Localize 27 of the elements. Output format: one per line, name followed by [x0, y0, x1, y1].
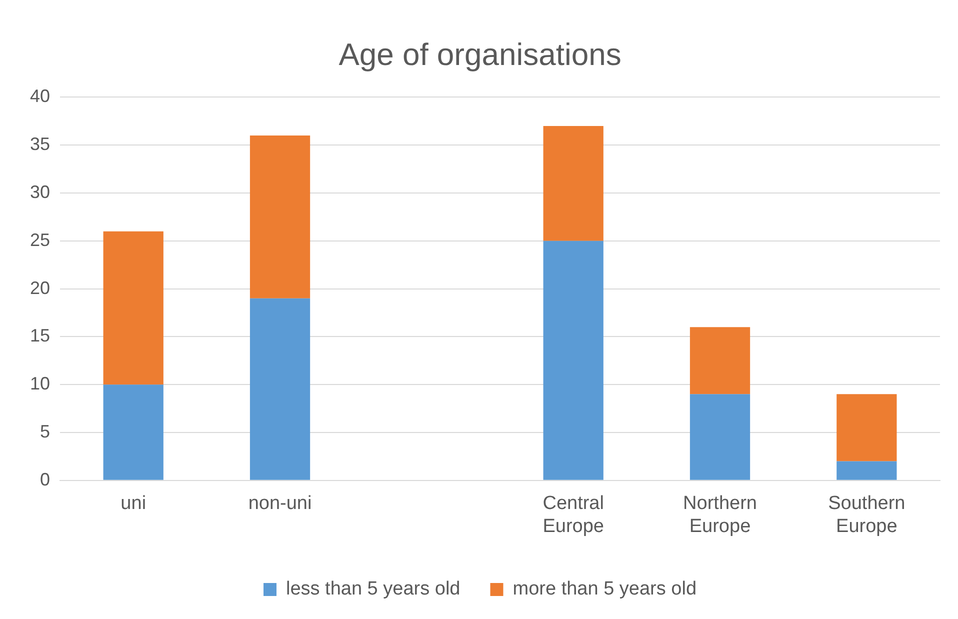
- bar: [250, 298, 310, 480]
- legend-label: more than 5 years old: [512, 578, 697, 600]
- x-tick-label: Northern Europe: [683, 493, 757, 537]
- bar: [836, 394, 897, 462]
- bar: [103, 384, 164, 480]
- bar: [836, 461, 897, 480]
- y-tick-label: 25: [30, 230, 50, 250]
- bar: [690, 394, 750, 480]
- x-tick-label: Central Europe: [542, 493, 604, 537]
- y-tick-label: 35: [30, 134, 50, 154]
- y-tick-label: 40: [30, 86, 50, 106]
- x-tick-label: Southern Europe: [828, 493, 906, 537]
- y-tick-label: 10: [30, 374, 50, 394]
- x-tick-label: uni: [120, 493, 146, 514]
- y-tick-label: 15: [30, 326, 50, 346]
- y-tick-label: 20: [30, 278, 50, 298]
- bar: [690, 327, 750, 394]
- x-tick-label: non-uni: [248, 493, 312, 514]
- bar: [543, 126, 604, 241]
- chart-title: Age of organisations: [338, 37, 622, 72]
- y-tick-label: 30: [30, 182, 50, 202]
- bar: [103, 231, 164, 385]
- bar: [250, 136, 310, 298]
- bar: [543, 240, 604, 480]
- legend-label: less than 5 years old: [286, 578, 460, 600]
- y-tick-label: 5: [40, 421, 50, 442]
- y-tick-label: 0: [40, 469, 50, 490]
